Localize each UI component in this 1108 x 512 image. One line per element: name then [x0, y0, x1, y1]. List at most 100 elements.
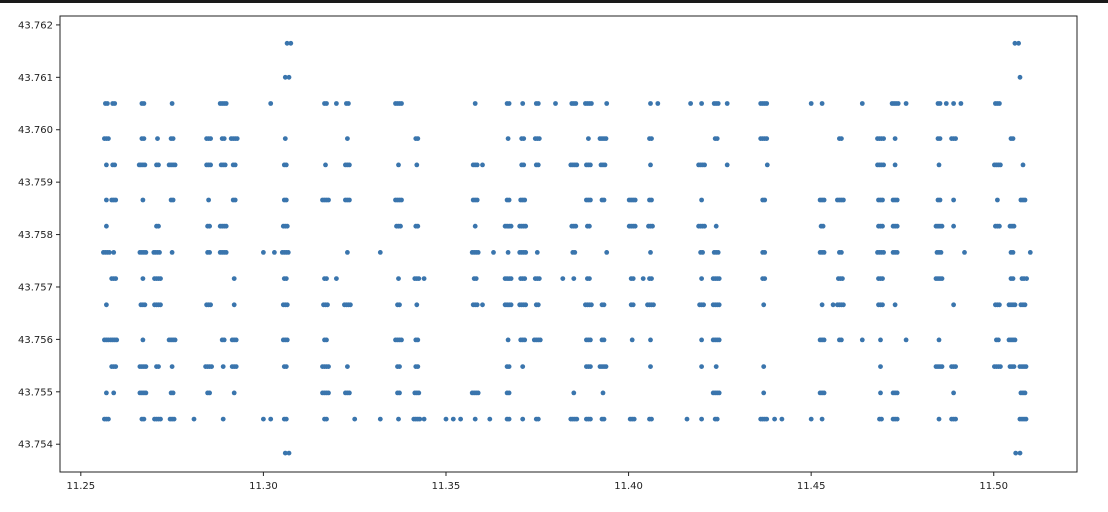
data-point: [724, 162, 730, 168]
data-point: [284, 40, 290, 46]
data-point: [560, 276, 566, 281]
data-point: [523, 223, 529, 229]
data-point: [821, 250, 827, 255]
data-point: [895, 101, 901, 106]
data-point: [458, 416, 463, 422]
data-point: [345, 250, 350, 255]
data-point: [879, 416, 884, 422]
data-point: [136, 162, 142, 168]
data-point: [587, 276, 592, 281]
data-point: [764, 101, 770, 106]
data-point: [762, 250, 768, 255]
data-point: [699, 101, 704, 106]
data-point: [958, 101, 964, 106]
data-point: [491, 250, 496, 255]
data-point: [764, 416, 770, 422]
data-point: [520, 364, 526, 369]
data-point: [104, 223, 109, 229]
data-point: [894, 197, 900, 203]
data-point: [951, 302, 956, 308]
data-point: [172, 337, 178, 343]
data-point: [684, 416, 690, 422]
data-point: [231, 276, 237, 281]
data-point: [396, 416, 401, 422]
data-point: [724, 101, 730, 106]
data-point: [472, 416, 478, 422]
data-point: [808, 101, 814, 106]
data-point: [894, 223, 900, 229]
data-point: [648, 101, 653, 106]
data-point: [700, 250, 705, 255]
data-point: [996, 337, 1001, 343]
data-point: [1010, 250, 1016, 255]
data-point: [588, 337, 593, 343]
data-point: [326, 390, 331, 396]
data-point: [903, 337, 909, 343]
data-point: [283, 162, 289, 168]
data-point: [207, 390, 213, 396]
data-point: [505, 136, 511, 142]
data-point: [819, 302, 825, 308]
data-point: [397, 302, 402, 308]
data-point: [283, 416, 289, 422]
data-point: [169, 250, 175, 255]
data-point: [573, 101, 579, 106]
data-point: [157, 250, 162, 255]
data-point: [508, 302, 514, 308]
data-point: [880, 276, 885, 281]
data-point: [536, 276, 542, 281]
data-point: [156, 223, 161, 229]
data-point: [288, 40, 294, 46]
data-point: [207, 250, 213, 255]
data-point: [261, 250, 266, 255]
data-point: [111, 250, 117, 255]
data-point: [819, 416, 825, 422]
data-point: [324, 337, 329, 343]
data-point: [1017, 74, 1023, 80]
x-tick-label: 11.25: [66, 481, 95, 492]
data-point: [939, 364, 945, 369]
y-tick-label: 43.757: [18, 282, 53, 293]
data-point: [821, 337, 827, 343]
data-point: [772, 416, 777, 422]
data-point: [231, 302, 237, 308]
data-point: [151, 250, 157, 255]
data-point: [1013, 450, 1019, 456]
data-point: [604, 101, 610, 106]
data-point: [761, 364, 767, 369]
data-point: [820, 223, 826, 229]
data-point: [702, 223, 707, 229]
data-point: [508, 223, 514, 229]
data-point: [326, 197, 331, 203]
data-point: [282, 136, 288, 142]
data-point: [1011, 364, 1017, 369]
data-point: [170, 390, 176, 396]
data-point: [105, 101, 110, 106]
y-tick-label: 43.756: [18, 335, 53, 346]
data-point: [347, 390, 352, 396]
data-point: [892, 136, 898, 142]
data-point: [208, 136, 214, 142]
data-point: [602, 162, 608, 168]
data-point: [347, 162, 352, 168]
data-point: [191, 416, 197, 422]
data-point: [880, 223, 885, 229]
data-point: [325, 302, 330, 308]
data-point: [326, 364, 331, 369]
data-point: [878, 390, 883, 396]
data-point: [221, 136, 227, 142]
y-tick-label: 43.758: [18, 230, 53, 241]
data-point: [473, 276, 479, 281]
data-point: [630, 302, 636, 308]
data-point: [630, 276, 636, 281]
data-point: [699, 364, 704, 369]
data-point: [699, 276, 704, 281]
data-point: [601, 302, 607, 308]
data-point: [158, 416, 163, 422]
data-point: [808, 416, 814, 422]
data-point: [688, 101, 693, 106]
data-point: [714, 416, 720, 422]
data-point: [953, 364, 958, 369]
data-point: [1010, 136, 1016, 142]
data-point: [574, 416, 580, 422]
